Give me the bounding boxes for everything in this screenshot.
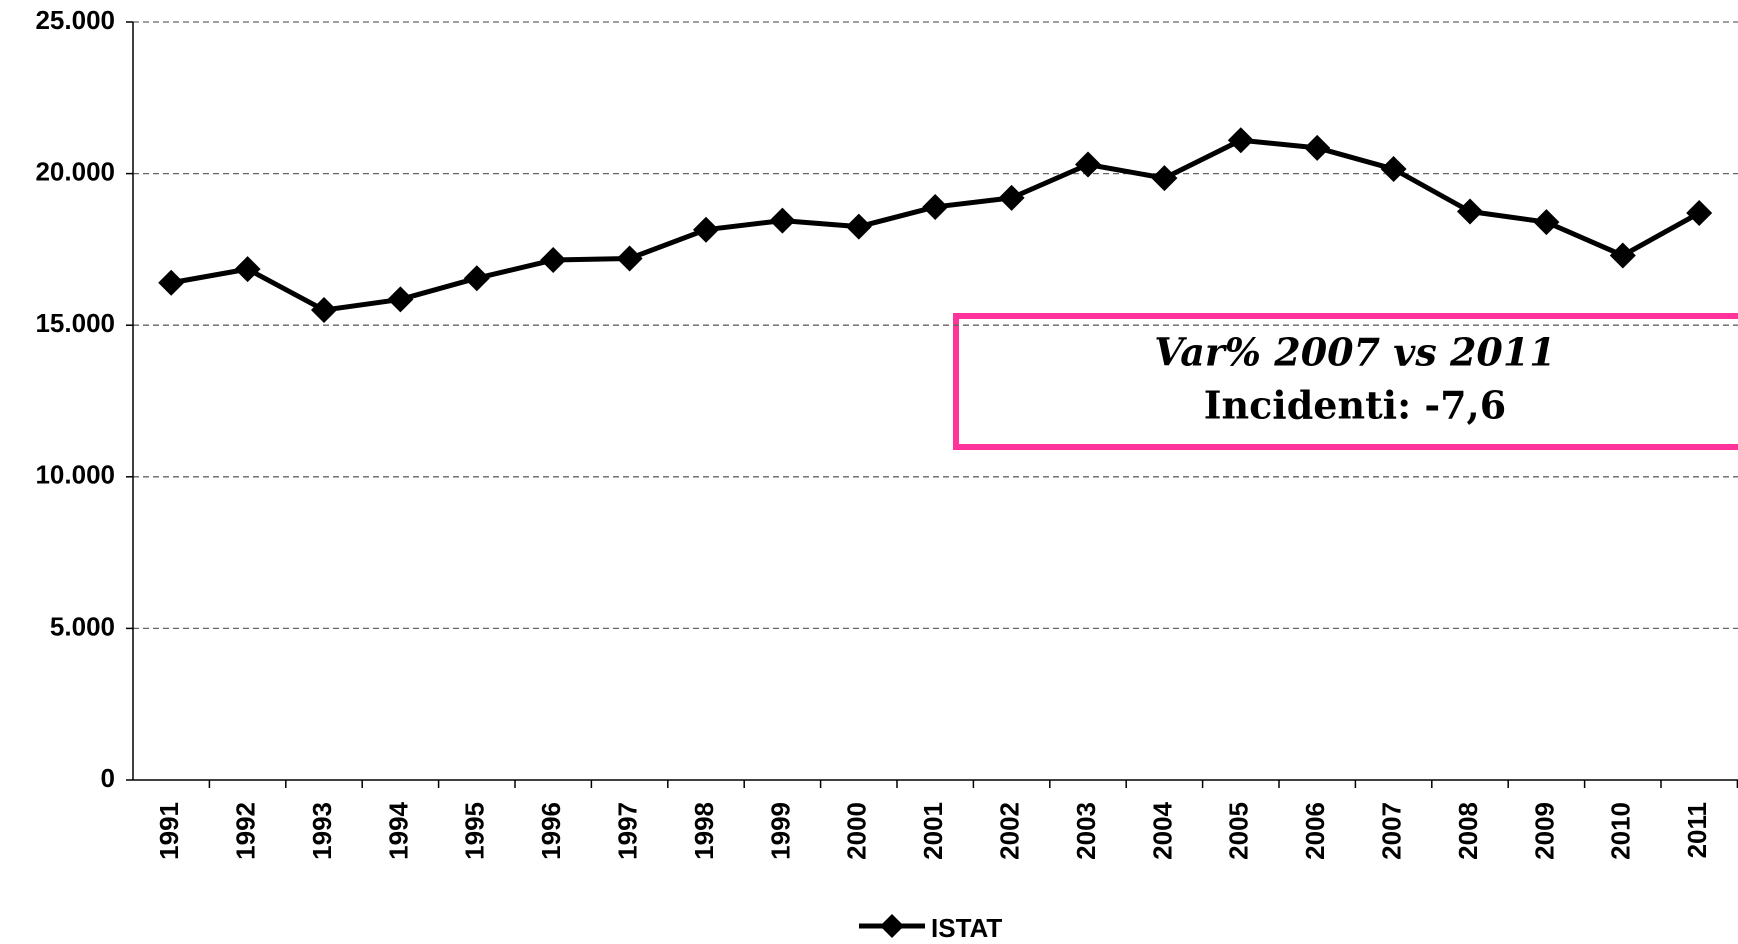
marker: [463, 265, 490, 292]
marker: [1227, 127, 1254, 154]
marker: [234, 256, 261, 283]
x-tick-label: 1996: [536, 802, 566, 860]
x-tick-label: 1999: [765, 802, 795, 860]
x-tick-label: 2001: [918, 802, 948, 860]
marker: [922, 193, 949, 220]
x-tick-label: 2010: [1606, 802, 1636, 860]
x-tick-label: 2005: [1224, 802, 1254, 860]
marker: [540, 247, 567, 274]
marker: [845, 213, 872, 240]
marker: [1457, 198, 1483, 225]
x-tick-label: 2009: [1529, 802, 1559, 860]
x-tick-label: 2008: [1453, 802, 1483, 860]
x-tick-label: 2000: [842, 802, 872, 860]
marker: [693, 216, 719, 243]
legend-label: ISTAT: [931, 913, 1002, 943]
annotation-box: [953, 313, 1738, 450]
marker: [769, 207, 796, 234]
marker: [311, 297, 337, 324]
marker: [1609, 242, 1636, 269]
marker: [1533, 209, 1560, 236]
marker: [1075, 151, 1101, 178]
marker: [1304, 134, 1331, 161]
marker: [158, 269, 185, 296]
x-tick-label: 1994: [383, 801, 413, 859]
annotation-line: Incidenti: -7,6: [1204, 383, 1506, 428]
y-tick-label: 10.000: [35, 460, 115, 490]
marker: [387, 286, 414, 313]
y-tick-label: 0: [101, 763, 115, 793]
y-tick-label: 20.000: [35, 156, 115, 186]
marker: [1151, 165, 1178, 192]
x-tick-label: 2011: [1682, 802, 1712, 858]
marker: [998, 184, 1025, 211]
x-tick-label: 2004: [1147, 801, 1177, 859]
x-tick-label: 1993: [307, 802, 337, 860]
marker: [1380, 156, 1407, 183]
x-tick-label: 1991: [154, 802, 184, 860]
series-line: [170, 137, 1701, 313]
annotation-line: Var% 2007 vs 2011: [1154, 330, 1555, 375]
x-tick-label: 1992: [230, 802, 260, 860]
x-tick-label: 1995: [460, 802, 490, 860]
x-tick-label: 2003: [1071, 802, 1101, 860]
y-tick-label: 5.000: [50, 611, 115, 641]
y-tick-label: 15.000: [35, 308, 115, 338]
x-tick-label: 1998: [689, 802, 719, 860]
x-tick-label: 2002: [994, 802, 1024, 860]
x-tick-label: 2006: [1300, 802, 1330, 860]
marker: [1686, 200, 1713, 227]
x-tick-label: 2007: [1376, 802, 1406, 860]
y-tick-label: 25.000: [35, 5, 115, 35]
marker: [616, 245, 643, 272]
legend-marker: [880, 914, 904, 938]
x-tick-label: 1997: [612, 802, 642, 860]
